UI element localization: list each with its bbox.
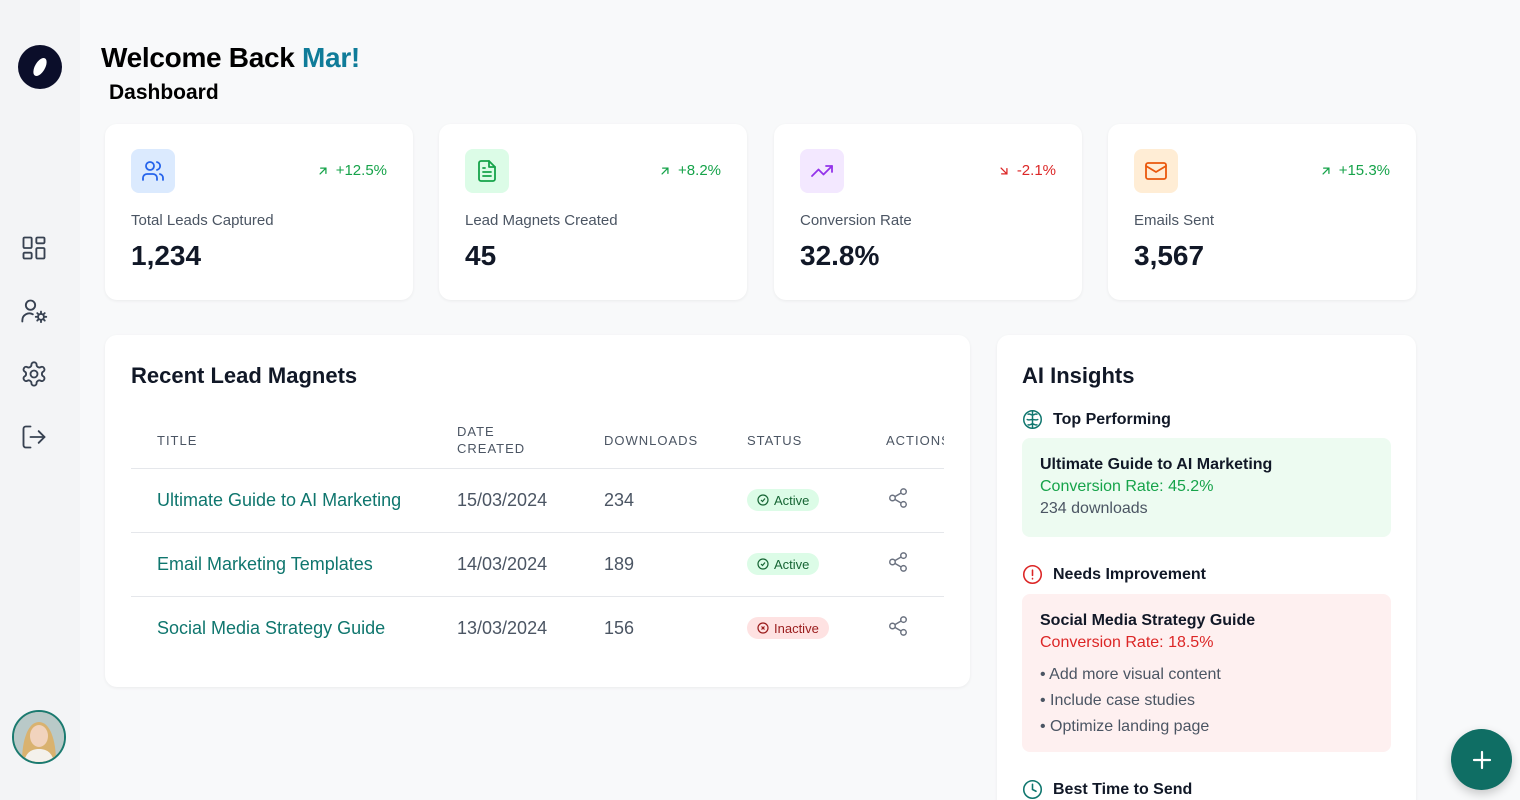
stat-card-emails-sent: +15.3% Emails Sent 3,567 [1108, 124, 1416, 300]
table-row[interactable]: Ultimate Guide to AI Marketing 15/03/202… [131, 469, 944, 533]
user-settings-icon[interactable] [18, 295, 50, 327]
arrow-up-right-icon [1322, 166, 1330, 175]
user-name: Mar! [302, 42, 360, 73]
arrow-down-right-icon [1000, 166, 1008, 175]
stat-value: 45 [465, 240, 497, 271]
stat-change-value: -2.1% [1016, 162, 1056, 179]
sidebar [0, 0, 80, 800]
page-subtitle: Dashboard [109, 81, 219, 104]
panel-title: AI Insights [1022, 363, 1135, 388]
check-circle-icon [757, 494, 769, 506]
stat-label: Total Leads Captured [131, 212, 274, 229]
date-created: 13/03/2024 [457, 618, 548, 638]
mail-icon [1134, 149, 1178, 193]
column-date-created[interactable]: DATE CREATED [457, 423, 525, 457]
table-header: TITLE DATE CREATED DOWNLOADS STATUS ACTI… [131, 413, 944, 469]
downloads-count: 156 [604, 618, 635, 638]
date-created: 15/03/2024 [457, 490, 548, 510]
panel-title: Recent Lead Magnets [131, 363, 358, 388]
ai-insights-panel: AI Insights Top Performing Ultimate Guid… [997, 335, 1416, 800]
stat-change-value: +8.2% [678, 162, 721, 179]
dashboard-grid-icon[interactable] [18, 232, 50, 264]
trending-up-icon [800, 149, 844, 193]
clock-icon [1022, 779, 1043, 800]
downloads-count: 189 [604, 554, 635, 574]
add-button[interactable] [1451, 729, 1512, 790]
stat-change: +15.3% [1319, 162, 1390, 179]
improvement-tip: • Add more visual content [1040, 666, 1221, 683]
arrow-up-right-icon [661, 166, 669, 175]
insight-title: Ultimate Guide to AI Marketing [1040, 456, 1273, 473]
downloads-count: 234 [604, 490, 635, 510]
avatar[interactable] [12, 710, 66, 764]
lead-magnet-title[interactable]: Email Marketing Templates [157, 554, 373, 574]
table-row[interactable]: Social Media Strategy Guide 13/03/2024 1… [131, 597, 944, 661]
section-heading: Best Time to Send [1053, 780, 1193, 798]
lead-magnet-title[interactable]: Social Media Strategy Guide [157, 618, 386, 638]
logout-icon[interactable] [18, 421, 50, 453]
recent-lead-magnets-panel: Recent Lead Magnets TITLE DATE CREATED D… [105, 335, 970, 687]
status-label: Inactive [774, 620, 819, 636]
welcome-text: Welcome Back [101, 42, 295, 73]
gear-icon[interactable] [18, 358, 50, 390]
share-icon[interactable] [887, 615, 909, 642]
status-badge: Active [747, 553, 820, 575]
table-row[interactable]: Email Marketing Templates 14/03/2024 189… [131, 533, 944, 597]
arrow-up-right-icon [319, 166, 327, 175]
share-icon[interactable] [887, 487, 909, 514]
insight-conversion-rate: Conversion Rate: 18.5% [1040, 634, 1214, 651]
best-time-heading: Best Time to Send [1022, 779, 1192, 800]
needs-improvement-heading: Needs Improvement [1022, 564, 1206, 585]
stat-card-lead-magnets: +8.2% Lead Magnets Created 45 [439, 124, 747, 300]
stat-card-conversion-rate: -2.1% Conversion Rate 32.8% [774, 124, 1082, 300]
brain-icon [1023, 410, 1042, 429]
section-heading: Needs Improvement [1053, 565, 1206, 583]
insight-conversion-rate: Conversion Rate: 45.2% [1040, 478, 1214, 495]
plus-icon [1472, 750, 1491, 769]
page-title: Welcome Back Mar! [101, 42, 360, 74]
stat-change: +12.5% [316, 162, 387, 179]
column-title[interactable]: TITLE [157, 433, 198, 448]
stat-label: Emails Sent [1134, 212, 1215, 229]
status-badge: Active [747, 489, 820, 511]
lead-magnet-title[interactable]: Ultimate Guide to AI Marketing [157, 490, 402, 510]
needs-improvement-card[interactable]: Social Media Strategy Guide Conversion R… [1022, 594, 1391, 752]
improvement-tip: • Optimize landing page [1040, 718, 1210, 735]
status-label: Active [774, 492, 810, 508]
improvement-tip: • Include case studies [1040, 692, 1196, 709]
column-downloads[interactable]: DOWNLOADS [604, 433, 699, 448]
stat-card-total-leads: +12.5% Total Leads Captured 1,234 [105, 124, 413, 300]
insight-downloads: 234 downloads [1040, 500, 1148, 517]
top-performing-heading: Top Performing [1022, 409, 1171, 430]
column-actions: ACTIONS [886, 433, 944, 448]
main-content: Welcome Back Mar! Dashboard +12.5% Total… [80, 0, 1520, 800]
stat-label: Lead Magnets Created [465, 212, 618, 229]
stat-value: 32.8% [800, 240, 880, 271]
top-performing-card[interactable]: Ultimate Guide to AI Marketing Conversio… [1022, 438, 1391, 537]
stat-change: -2.1% [997, 162, 1056, 179]
x-circle-icon [757, 622, 769, 634]
check-circle-icon [757, 558, 769, 570]
status-badge: Inactive [747, 617, 829, 639]
stat-change-value: +12.5% [335, 162, 387, 179]
stat-change: +8.2% [658, 162, 721, 179]
share-icon[interactable] [887, 551, 909, 578]
stat-change-value: +15.3% [1338, 162, 1390, 179]
alert-circle-icon [1022, 564, 1043, 585]
document-icon [465, 149, 509, 193]
stat-value: 3,567 [1134, 240, 1205, 271]
insight-title: Social Media Strategy Guide [1040, 612, 1256, 629]
lead-magnets-table: TITLE DATE CREATED DOWNLOADS STATUS ACTI… [131, 413, 944, 661]
status-label: Active [774, 556, 810, 572]
stat-label: Conversion Rate [800, 212, 912, 229]
date-created: 14/03/2024 [457, 554, 548, 574]
users-icon [131, 149, 175, 193]
column-date-line1: DATE [457, 424, 495, 439]
column-status[interactable]: STATUS [747, 433, 803, 448]
section-heading: Top Performing [1053, 410, 1171, 428]
logo-icon[interactable] [18, 45, 62, 89]
stat-value: 1,234 [131, 240, 202, 271]
column-date-line2: CREATED [457, 441, 526, 456]
